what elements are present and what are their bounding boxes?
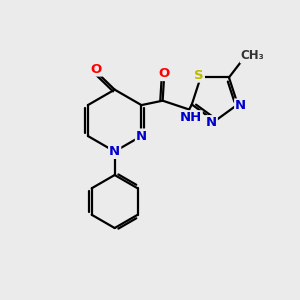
Text: N: N (206, 116, 217, 129)
Text: CH₃: CH₃ (241, 50, 264, 62)
Text: N: N (136, 130, 147, 142)
Text: O: O (91, 62, 102, 76)
Text: O: O (158, 67, 170, 80)
Text: S: S (194, 69, 204, 82)
Text: NH: NH (179, 111, 202, 124)
Text: N: N (109, 145, 120, 158)
Text: N: N (235, 99, 246, 112)
